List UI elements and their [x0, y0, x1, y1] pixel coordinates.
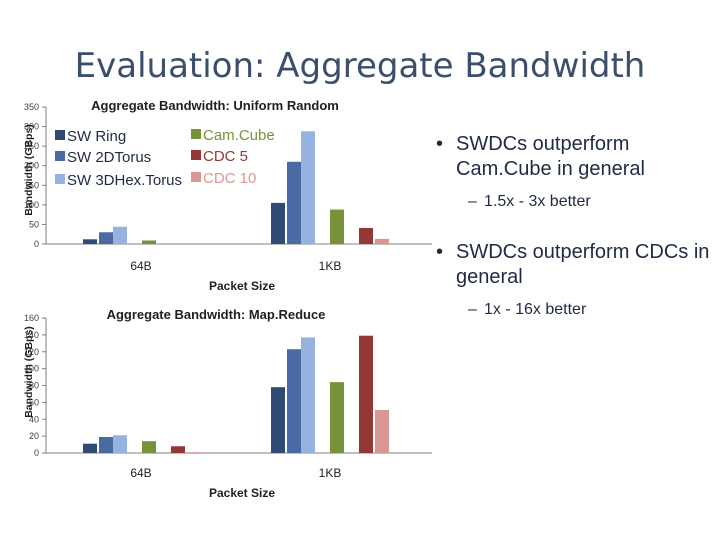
- bar: [99, 232, 113, 244]
- bullet-1: SWDCs outperform Cam.Cube in general: [434, 132, 720, 182]
- y-tick-label: 120: [24, 347, 39, 357]
- bar: [301, 337, 315, 453]
- legend-label: SW 3DHex.Torus: [67, 172, 182, 189]
- bar: [113, 435, 127, 453]
- bar: [301, 131, 315, 244]
- bar: [271, 202, 285, 244]
- bar: [330, 382, 344, 453]
- y-tick-label: 100: [24, 200, 39, 210]
- y-tick-label: 250: [24, 141, 39, 151]
- bar: [359, 335, 373, 453]
- bar: [142, 441, 156, 453]
- legend-swatch: [55, 130, 65, 140]
- bar: [83, 239, 97, 244]
- x-category-label: 64B: [130, 466, 151, 480]
- y-tick-label: 100: [24, 364, 39, 374]
- bar: [330, 209, 344, 244]
- x-category-label: 1KB: [319, 466, 342, 480]
- y-tick-label: 60: [29, 397, 39, 407]
- bar: [83, 443, 97, 453]
- chart-title: Aggregate Bandwidth: Map.Reduce: [107, 307, 326, 322]
- bar: [375, 238, 389, 244]
- legend-label: CDC 5: [203, 148, 248, 165]
- y-tick-label: 0: [34, 448, 39, 458]
- y-tick-label: 20: [29, 431, 39, 441]
- legend-label: Cam.Cube: [203, 127, 275, 144]
- bar: [187, 452, 201, 453]
- y-axis-label: Bandwidth (GBps): [23, 326, 35, 418]
- y-tick-label: 350: [24, 102, 39, 112]
- x-category-label: 64B: [130, 259, 151, 273]
- y-tick-label: 40: [29, 414, 39, 424]
- y-tick-label: 50: [29, 219, 39, 229]
- bar: [287, 161, 301, 244]
- bullet-2: SWDCs outperform CDCs in general: [434, 240, 720, 290]
- bar: [287, 349, 301, 453]
- bar: [375, 409, 389, 453]
- slide-title: Evaluation: Aggregate Bandwidth: [74, 46, 646, 86]
- y-tick-label: 140: [24, 330, 39, 340]
- legend-label: CDC 10: [203, 170, 256, 187]
- chart-title: Aggregate Bandwidth: Uniform Random: [91, 98, 339, 113]
- bar: [271, 387, 285, 453]
- y-tick-label: 80: [29, 381, 39, 391]
- legend-swatch: [55, 174, 65, 184]
- legend-swatch: [191, 150, 201, 160]
- bullet-list: SWDCs outperform Cam.Cube in general 1.5…: [434, 132, 720, 320]
- legend-swatch: [191, 129, 201, 139]
- x-axis-label: Packet Size: [209, 279, 275, 293]
- y-tick-label: 160: [24, 313, 39, 323]
- legend-swatch: [191, 172, 201, 182]
- bar: [171, 446, 185, 453]
- y-tick-label: 200: [24, 161, 39, 171]
- bullet-1-sub: 1.5x - 3x better: [468, 192, 720, 212]
- legend-label: SW 2DTorus: [67, 149, 151, 166]
- y-tick-label: 150: [24, 180, 39, 190]
- y-axis-label: Bandwidth (GBps): [23, 124, 35, 216]
- bar: [142, 240, 156, 244]
- legend-label: SW Ring: [67, 128, 126, 145]
- bar: [359, 227, 373, 244]
- y-tick-label: 0: [34, 239, 39, 249]
- bar: [113, 226, 127, 244]
- x-category-label: 1KB: [319, 259, 342, 273]
- bar: [99, 436, 113, 453]
- legend-swatch: [55, 151, 65, 161]
- y-tick-label: 300: [24, 122, 39, 132]
- x-axis-label: Packet Size: [209, 486, 275, 500]
- bullet-2-sub: 1x - 16x better: [468, 300, 720, 320]
